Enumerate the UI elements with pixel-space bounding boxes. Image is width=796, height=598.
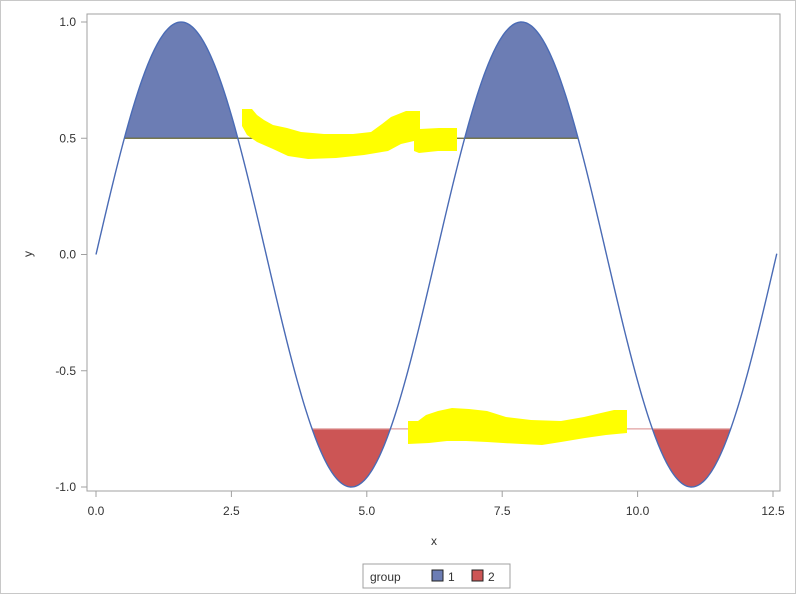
highlight-scribble-upper [242,109,457,159]
y-axis: -1.0 -0.5 0.0 0.5 1.0 y [21,14,88,494]
y-tick-label: 0.0 [59,248,76,262]
x-axis: 0.0 2.5 5.0 7.5 10.0 12.5 x [87,490,785,548]
legend-label-group-2: 2 [488,570,495,584]
highlight-scribbles [242,109,627,445]
legend-swatch-group-1 [431,569,444,582]
band-group-1-2 [464,22,579,139]
x-axis-title: x [431,534,437,548]
band-group-1-1 [124,22,238,139]
x-tick-label: 0.0 [88,504,105,518]
y-tick-label: 1.0 [59,15,76,29]
y-axis-title: y [21,251,35,257]
legend-label-group-1: 1 [448,570,455,584]
x-ticks: 0.0 2.5 5.0 7.5 10.0 12.5 [88,491,785,518]
legend-swatch-group-2 [471,569,484,582]
y-ticks: -1.0 -0.5 0.0 0.5 1.0 [55,15,87,494]
highlight-scribble-lower [408,408,627,445]
legend: group 1 2 [362,563,511,589]
x-tick-label: 10.0 [626,504,650,518]
x-tick-label: 7.5 [494,504,511,518]
y-tick-label: -1.0 [55,480,76,494]
x-tick-label: 12.5 [761,504,785,518]
series-curve [95,21,778,488]
x-tick-label: 5.0 [358,504,375,518]
y-tick-label: 0.5 [59,131,76,145]
legend-title: group [370,570,401,584]
y-tick-label: -0.5 [55,364,76,378]
x-tick-label: 2.5 [223,504,240,518]
